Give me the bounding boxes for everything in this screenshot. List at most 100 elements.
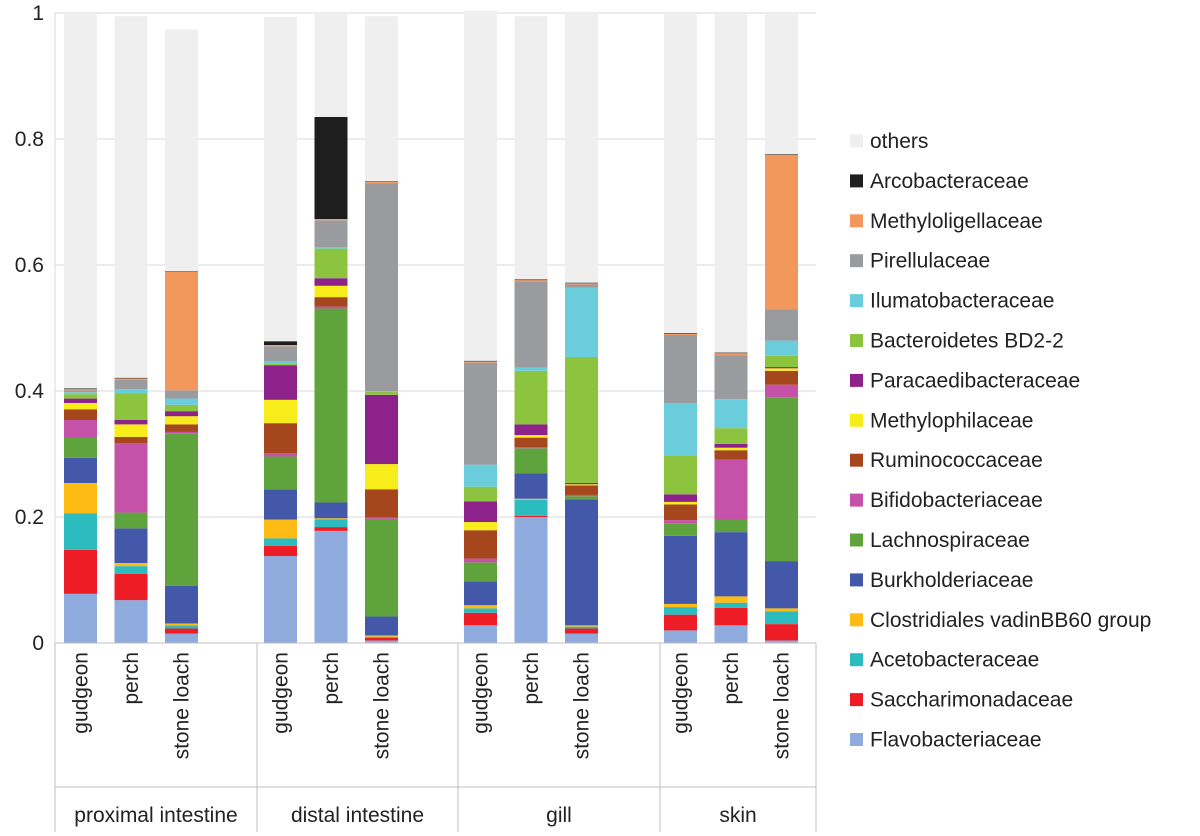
bar-segment (765, 154, 798, 155)
bar-segment (264, 363, 297, 366)
bar-segment (264, 538, 297, 546)
bar-segment (664, 333, 697, 334)
bar-segment (114, 378, 148, 380)
legend-swatch (850, 493, 863, 507)
bar-segment (264, 399, 297, 424)
legend-swatch (850, 214, 863, 228)
bar-segment (765, 154, 798, 310)
bar-segment (365, 394, 398, 465)
bar-segment (114, 573, 148, 601)
y-tick-label: 0.8 (15, 128, 44, 151)
bar-segment (664, 501, 697, 505)
bar-segment (264, 453, 297, 457)
bar-segment (714, 353, 748, 356)
bar-segment (114, 443, 148, 513)
bar-segment (264, 341, 297, 346)
bar-segment (714, 596, 748, 603)
bar-segment (165, 404, 198, 412)
bar-segment (464, 608, 497, 613)
x-category-label: perch (120, 652, 143, 705)
bar-segment (714, 14, 748, 353)
legend-label: Lachnospiraceae (870, 529, 1030, 552)
bar-segment (264, 519, 297, 539)
x-category-label: stone loach (371, 652, 394, 759)
bar-segment (464, 360, 497, 362)
bar-segment (165, 633, 198, 643)
legend-label: Clostridiales vadinBB60 group (870, 609, 1151, 632)
bar-segment (664, 494, 697, 502)
bar-segment (165, 625, 198, 629)
bar-segment (464, 486, 497, 502)
bar-segment (314, 527, 348, 531)
bar-segment (565, 626, 598, 629)
y-tick-label: 0.2 (15, 506, 44, 529)
legend-label: Paracaedibacteraceae (870, 369, 1080, 392)
bar-segment (365, 16, 398, 182)
bar-segment (664, 607, 697, 615)
bar-segment (464, 605, 497, 609)
legend-swatch (850, 573, 863, 587)
bar-segment (165, 424, 198, 432)
bar-segment (365, 181, 398, 184)
bar-segment (664, 630, 697, 643)
x-category-label: stone loach (171, 652, 194, 759)
bar-segment (64, 389, 97, 391)
bar-segment (514, 424, 548, 436)
bar-segment (714, 450, 748, 460)
x-category-label: gudgeon (270, 652, 293, 734)
legend-swatch (850, 733, 863, 746)
bar-segment (314, 518, 348, 520)
bar-segment (464, 501, 497, 523)
bar-segment (664, 455, 697, 495)
y-tick-label: 0 (32, 632, 44, 655)
bar-segment (165, 271, 198, 391)
x-group-label: proximal intestine (74, 804, 237, 827)
bar-segment (464, 361, 497, 363)
bar-segment (165, 416, 198, 425)
bar-segment (565, 356, 598, 483)
bar-segment (314, 219, 348, 221)
bar-segment (314, 308, 348, 503)
x-category-label: perch (720, 652, 743, 705)
legend-swatch (850, 174, 863, 188)
legend-label: Burkholderiaceae (870, 569, 1033, 592)
bar-segment (64, 593, 97, 643)
bar-segment (464, 562, 497, 582)
legend-label: Arcobacteraceae (870, 170, 1029, 193)
bar-segment (365, 183, 398, 391)
bar-segment (64, 409, 97, 420)
bar-segment (365, 464, 398, 490)
bar-segment (765, 367, 798, 369)
bar-segment (464, 558, 497, 563)
bar-segment (365, 635, 398, 637)
legend-label: Ilumatobacteraceae (870, 290, 1054, 313)
legend-swatch (850, 453, 863, 467)
bar-segment (165, 628, 198, 634)
legend-swatch (850, 294, 863, 308)
bar-segment (664, 603, 697, 608)
bar-segment (565, 284, 598, 288)
x-group-label: distal intestine (291, 804, 424, 827)
x-category-label: gudgeon (470, 652, 493, 734)
bar-segment (565, 282, 598, 284)
bar-segment (314, 306, 348, 309)
bar-segment (114, 562, 148, 567)
legend-label: Flavobacteriaceae (870, 729, 1042, 752)
legend-swatch (850, 653, 863, 667)
legend-label: Bacteroidetes BD2-2 (870, 330, 1064, 353)
legend-label: Acetobacteraceae (870, 649, 1039, 672)
bar-segment (114, 419, 148, 425)
x-category-label: stone loach (571, 652, 594, 759)
bar-segment (714, 428, 748, 444)
y-tick-label: 1 (32, 2, 44, 25)
bar-segment (365, 518, 398, 617)
bar-segment (314, 278, 348, 286)
bar-segment (64, 419, 97, 437)
bar-segment (714, 532, 748, 597)
bar-segment (365, 637, 398, 641)
bar-segment (365, 181, 398, 182)
bar-segment (664, 523, 697, 536)
bar-segment (314, 285, 348, 298)
legend-label: others (870, 130, 928, 153)
bar-segment (714, 352, 748, 354)
